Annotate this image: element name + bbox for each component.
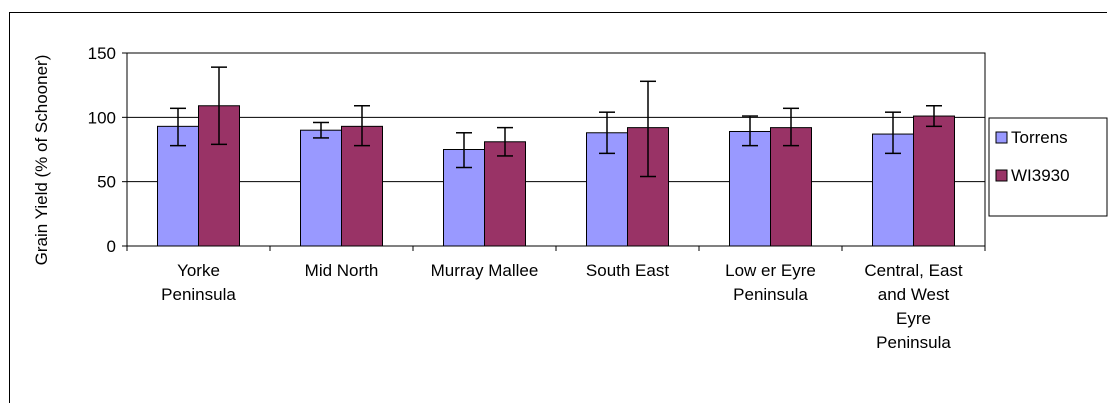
legend-box xyxy=(988,117,1108,217)
y-tick-labels: 0 50 100 150 xyxy=(88,44,116,256)
bar-torrens-4 xyxy=(729,130,771,247)
legend-label-torrens: Torrens xyxy=(1011,128,1068,147)
x-tick-label: Mid North xyxy=(305,261,379,280)
plot-border xyxy=(126,52,986,247)
gridlines xyxy=(127,116,985,183)
chart-area xyxy=(9,12,1107,403)
x-tick-label: Low er Eyre Peninsula xyxy=(725,261,816,304)
error-bars xyxy=(170,66,942,178)
bar-wi3930-2 xyxy=(484,141,526,247)
legend-swatch-wi3930 xyxy=(995,169,1008,182)
legend-label-wi3930: WI3930 xyxy=(1011,166,1070,185)
x-tick-label: South East xyxy=(586,261,669,280)
y-tick-label: 150 xyxy=(88,44,116,63)
x-tick-label: Central, East and West Eyre Peninsula xyxy=(864,261,963,352)
x-tick-label: Murray Mallee xyxy=(431,261,539,280)
bar-wi3930-5 xyxy=(913,115,955,247)
x-tick-label: Yorke Peninsula xyxy=(161,261,236,304)
bar-wi3930-4 xyxy=(770,127,812,247)
x-tick-labels: Yorke Peninsula Mid North Murray Mallee Sout… xyxy=(161,261,963,352)
y-tick-label: 100 xyxy=(88,108,116,127)
y-tick-label: 50 xyxy=(97,173,116,192)
y-axis-label: Grain Yield (% of Schooner) xyxy=(32,55,51,266)
legend-swatch-torrens xyxy=(995,131,1008,144)
bar-wi3930-1 xyxy=(341,125,383,247)
plot-area xyxy=(126,52,986,247)
legend[interactable]: Torrens WI3930 xyxy=(988,117,1108,217)
y-tick-label: 0 xyxy=(107,237,116,256)
bar-torrens-1 xyxy=(300,129,342,247)
axes xyxy=(122,52,986,251)
